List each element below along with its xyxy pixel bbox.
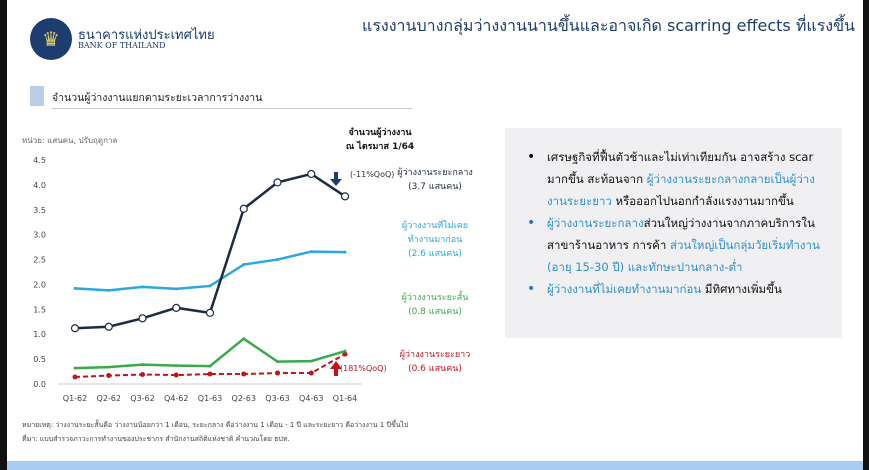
y-tick-label: 0.0 bbox=[33, 380, 46, 389]
bullet-1: เศรษฐกิจที่ฟื้นตัวช้าและไม่เท่าเทียมกัน … bbox=[519, 146, 828, 212]
long-change-annotation: (181%QoQ) bbox=[340, 364, 387, 373]
series-line bbox=[74, 172, 346, 330]
y-tick-label: 3.0 bbox=[33, 231, 46, 240]
data-point bbox=[205, 308, 215, 317]
slide-title: แรงงานบางกลุ่มว่างงานนานขึ้นและอาจเกิด s… bbox=[362, 16, 855, 35]
x-tick-label: Q3-62 bbox=[130, 394, 154, 403]
legend-mid: ผู้ว่างงานระยะกลาง (3.7 แสนคน) bbox=[397, 168, 473, 192]
section-title: จำนวนผู้ว่างงานแยกตามระยะเวลาการว่างงาน bbox=[52, 92, 263, 104]
series-line bbox=[74, 353, 346, 379]
annotation-header: จำนวนผู้ว่างงานณ ไตรมาส 1/64 bbox=[345, 128, 415, 152]
data-point bbox=[141, 363, 144, 367]
data-point bbox=[70, 324, 80, 333]
data-point bbox=[72, 374, 78, 380]
legend-long: ผู้ว่างงานระยะยาว (0.6 แสนคน) bbox=[399, 350, 471, 374]
data-point bbox=[241, 371, 247, 377]
data-point bbox=[208, 364, 212, 368]
bullet-3: ผู้ว่างงานที่ไม่เคยทำงานมาก่อน มีทิศทางเ… bbox=[519, 278, 828, 300]
data-point bbox=[172, 303, 181, 312]
bottom-bar bbox=[7, 461, 863, 470]
data-point bbox=[343, 250, 347, 254]
bullet-2: ผู้ว่างงานระยะกลางส่วนใหญ่ว่างงานจากภาคบ… bbox=[519, 212, 828, 278]
data-point bbox=[73, 286, 77, 290]
up-arrow-icon bbox=[330, 361, 342, 376]
x-tick-label: Q3-63 bbox=[265, 394, 289, 403]
window-frame-left bbox=[0, 0, 7, 470]
window-frame-right bbox=[863, 0, 869, 470]
data-point bbox=[340, 192, 350, 201]
x-tick-label: Q1-64 bbox=[333, 394, 357, 403]
logo-text-en: BANK OF THAILAND bbox=[78, 41, 166, 50]
data-point bbox=[307, 169, 316, 179]
data-point bbox=[107, 365, 111, 369]
y-tick-label: 0.5 bbox=[33, 355, 46, 364]
data-point bbox=[276, 258, 279, 262]
data-point bbox=[342, 351, 348, 357]
section-marker bbox=[30, 86, 44, 106]
series-line bbox=[74, 337, 346, 370]
data-point bbox=[208, 284, 212, 288]
x-tick-label: Q1-63 bbox=[198, 394, 222, 403]
mid-change-annotation: (-11%QoQ) bbox=[350, 170, 395, 179]
data-point bbox=[275, 370, 280, 376]
data-point bbox=[343, 349, 347, 353]
data-point bbox=[173, 372, 179, 378]
x-tick-label: Q2-62 bbox=[97, 394, 121, 403]
data-point bbox=[308, 370, 314, 376]
y-tick-label: 1.0 bbox=[33, 330, 46, 339]
unit-label: หน่วย: แสนคน, ปรับฤดูกาล bbox=[22, 136, 118, 145]
data-point bbox=[174, 287, 178, 291]
data-point bbox=[174, 364, 178, 368]
data-point bbox=[242, 263, 246, 267]
legend-short: ผู้ว่างงานระยะสั้น (0.8 แสนคน) bbox=[401, 293, 469, 317]
key-points-panel: เศรษฐกิจที่ฟื้นตัวช้าและไม่เท่าเทียมกัน … bbox=[505, 128, 842, 338]
y-tick-label: 2.0 bbox=[33, 280, 46, 289]
data-point bbox=[309, 250, 313, 254]
data-point bbox=[107, 288, 111, 292]
data-point bbox=[106, 373, 112, 379]
source-note: ที่มา: แบบสำรวจภาวะการทำงานของประชากร สำ… bbox=[22, 435, 290, 443]
y-tick-label: 2.5 bbox=[33, 256, 46, 265]
down-arrow-icon bbox=[330, 172, 342, 186]
section-divider bbox=[52, 108, 412, 109]
data-point bbox=[309, 359, 313, 363]
footnote: หมายเหตุ: ว่างงานระยะสั้นคือ ว่างงานน้อย… bbox=[22, 421, 409, 429]
data-point bbox=[104, 322, 113, 331]
data-point bbox=[141, 285, 144, 289]
legend-never-worked: ผู้ว่างงานที่ไม่เคยทำงานมาก่อน (2.6 แสนคน… bbox=[401, 221, 469, 259]
data-point bbox=[276, 360, 279, 364]
y-tick-label: 4.5 bbox=[33, 156, 46, 165]
y-tick-label: 4.0 bbox=[33, 181, 46, 190]
data-point bbox=[273, 178, 282, 187]
data-point bbox=[138, 314, 147, 323]
data-point bbox=[140, 372, 145, 378]
x-tick-label: Q4-63 bbox=[299, 394, 323, 403]
data-point bbox=[73, 366, 77, 370]
data-point bbox=[242, 337, 246, 341]
logo-text-th: ธนาคารแห่งประเทศไทย bbox=[78, 28, 215, 43]
y-tick-label: 3.5 bbox=[33, 206, 46, 215]
y-tick-label: 1.5 bbox=[33, 305, 46, 314]
x-tick-label: Q1-62 bbox=[63, 394, 87, 403]
x-tick-label: Q2-63 bbox=[232, 394, 256, 403]
x-tick-label: Q4-62 bbox=[164, 394, 188, 403]
data-point bbox=[239, 204, 248, 213]
data-point bbox=[207, 371, 213, 377]
bot-logo-icon: ♛ bbox=[30, 18, 72, 60]
